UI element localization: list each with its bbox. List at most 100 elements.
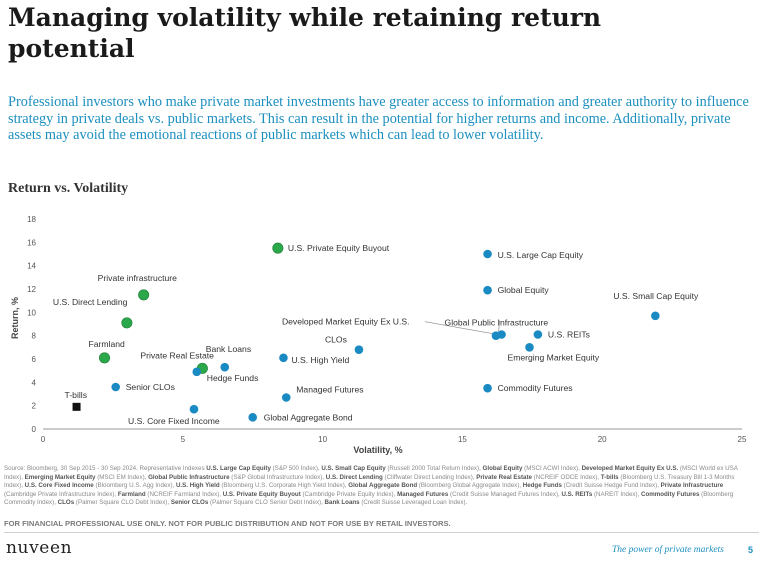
footnote-text: (Cambridge Private Equity Index),	[300, 490, 398, 498]
footnote-index-name: U.S. Core Fixed Income	[24, 482, 94, 490]
source-footnote: Source: Bloomberg, 30 Sep 2015 - 30 Sep …	[4, 465, 752, 508]
footnote-index-name: Farmland	[117, 490, 146, 498]
footnote-text: (Palmer Square CLO Debt Index),	[74, 499, 171, 507]
y-tick-label: 2	[32, 402, 37, 411]
data-point-marker	[99, 352, 111, 364]
data-point-label: Senior CLOs	[126, 382, 175, 392]
disclaimer-text: FOR FINANCIAL PROFESSIONAL USE ONLY. NOT…	[4, 519, 451, 528]
footnote-text: (Credit Suisse Leveraged Loan Index).	[359, 499, 468, 507]
footnote-index-name: U.S. Private Equity Buyout	[222, 490, 301, 498]
footnote-index-name: Bank Loans	[324, 499, 360, 507]
data-point-label: Farmland	[89, 339, 126, 349]
footnote-index-name: U.S. Direct Lending	[325, 473, 383, 481]
data-point-marker	[354, 345, 364, 354]
data-point-label: CLOs	[325, 335, 347, 345]
y-tick-label: 0	[32, 425, 37, 434]
footnote-index-name: T-bills	[600, 473, 619, 481]
data-point-marker	[138, 289, 150, 301]
data-point-label: U.S. REITs	[548, 330, 590, 340]
page-number: 5	[748, 545, 754, 555]
data-point-label: Emerging Market Equity	[508, 352, 600, 362]
x-tick-label: 25	[738, 435, 747, 444]
data-point-label: U.S. Core Fixed Income	[128, 416, 220, 426]
data-point-label: U.S. Direct Lending	[53, 297, 128, 307]
data-point-label: T-bills	[65, 390, 87, 400]
footnote-text: (Credit Suisse Hedge Fund Index),	[561, 482, 661, 490]
footnote-text: (S&P 500 Index),	[270, 465, 322, 472]
x-tick-label: 5	[181, 435, 186, 444]
footnote-text: (Cliffwater Direct Lending Index),	[382, 473, 477, 481]
data-point-label: U.S. Large Cap Equity	[498, 250, 584, 260]
data-point-label: Global Public Infrastructure	[445, 318, 549, 328]
footnote-text: (Bloomberg Global Aggregate Index),	[417, 482, 523, 490]
data-point-marker	[272, 242, 284, 254]
data-point-marker	[248, 413, 257, 422]
nuveen-logo: nuveen	[6, 538, 73, 558]
data-point-marker	[497, 330, 506, 339]
footnote-text: (MSCI EM Index),	[95, 473, 149, 481]
footnote-text: (Bloomberg U.S. Agg Index),	[93, 482, 176, 490]
footnote-index-name: Global Public Infrastructure	[148, 473, 230, 481]
data-point-label: Global Equity	[498, 285, 550, 295]
footnote-text: Source: Bloomberg, 30 Sep 2015 - 30 Sep …	[4, 465, 207, 472]
y-tick-label: 8	[32, 332, 37, 341]
footnote-text: (Palmer Square CLO Senior Debt Index),	[208, 499, 325, 507]
data-point-label: Private infrastructure	[98, 273, 178, 283]
intro-text: Professional investors who make private …	[8, 94, 749, 144]
footnote-index-name: CLOs	[57, 499, 75, 507]
data-point-label: Developed Market Equity Ex U.S.	[282, 317, 410, 327]
x-tick-label: 20	[598, 435, 607, 444]
data-point-marker	[279, 353, 288, 363]
data-point-label: U.S. Private Equity Buyout	[288, 243, 390, 253]
footnote-index-name: Private Real Estate	[476, 473, 532, 481]
footnote-text: (Credit Suisse Managed Futures Index),	[448, 490, 562, 498]
footnote-index-name: Senior CLOs	[170, 499, 209, 507]
y-tick-label: 12	[27, 285, 36, 294]
footnote-index-name: U.S. REITs	[561, 490, 593, 498]
footnote-text: (Cambridge Private Infrastructure Index)…	[4, 490, 118, 498]
chart-title: Return vs. Volatility	[8, 181, 129, 196]
tagline-text: The power of private markets	[612, 545, 724, 555]
footnote-text: (Bloomberg U.S. Treasury Bill 1-3 Months…	[4, 473, 735, 490]
x-tick-label: 15	[458, 435, 467, 444]
leader-line	[424, 321, 494, 335]
data-point-marker	[281, 393, 291, 402]
y-tick-label: 16	[27, 238, 36, 247]
footnote-text: (MSCI World ex USA Index),	[4, 465, 738, 481]
data-point-label: Managed Futures	[296, 385, 363, 395]
data-point-marker	[483, 285, 492, 295]
footnote-index-name: Emerging Market Equity	[24, 473, 96, 481]
footnote-index-name: Developed Market Equity Ex U.S.	[581, 465, 679, 472]
data-point-marker	[189, 404, 199, 414]
footnote-text: (MSCI ACWI Index),	[522, 465, 582, 472]
footnote-index-name: U.S. Small Cap Equity	[321, 465, 386, 472]
data-point-marker	[121, 317, 133, 329]
data-point-marker	[483, 249, 492, 259]
footnote-index-name: Global Equity	[482, 465, 523, 472]
y-tick-label: 10	[27, 308, 36, 317]
data-point-marker	[220, 362, 230, 372]
y-tick-label: 4	[32, 378, 37, 387]
footnote-index-name: Global Aggregate Bond	[348, 482, 418, 490]
footnote-index-name: U.S. High Yield	[175, 482, 220, 490]
footnote-text: (NCREIF Farmland Index),	[145, 490, 223, 498]
data-point-marker	[72, 402, 81, 411]
footnote-text: (NAREIT Index),	[592, 490, 641, 498]
leader-line	[498, 320, 500, 333]
footnote-index-name: Private Infrastructure	[660, 482, 724, 490]
data-point-label: Hedge Funds	[207, 373, 259, 383]
footnote-index-name: Commodity Futures	[641, 490, 700, 498]
data-point-label: Private Real Estate	[140, 350, 214, 360]
data-point-label: Commodity Futures	[498, 383, 573, 393]
page-title: Managing volatility while retaining retu…	[8, 3, 602, 63]
x-tick-label: 10	[318, 435, 327, 444]
x-tick-label: 0	[41, 435, 46, 444]
data-point-label: U.S. Small Cap Equity	[613, 291, 699, 301]
data-point-label: U.S. High Yield	[291, 355, 349, 365]
data-point-marker	[192, 367, 202, 377]
data-point-label: Global Aggregate Bond	[264, 412, 353, 422]
y-tick-label: 18	[27, 215, 36, 224]
footnote-text: (Bloomberg Commodity Index),	[4, 490, 734, 507]
data-point-marker	[483, 383, 492, 393]
footer-divider	[4, 532, 759, 533]
